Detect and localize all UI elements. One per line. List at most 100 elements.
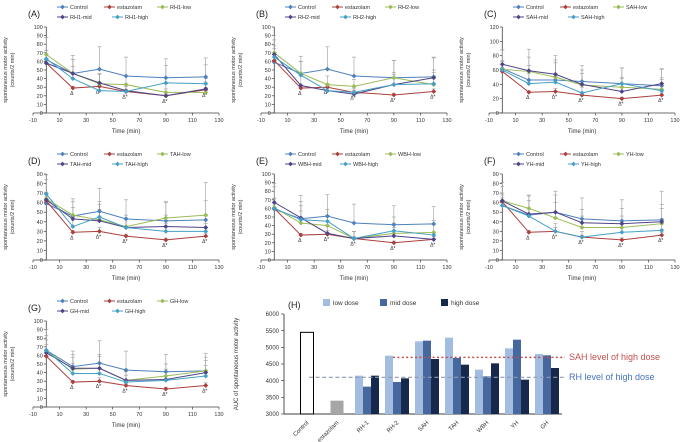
x-tick-label: 10 — [57, 265, 63, 271]
y-axis-title-line1: spontaneous motor activity — [3, 331, 9, 397]
x-axis-title: Time (min) — [112, 129, 140, 135]
x-tick-label: 10 — [285, 265, 291, 271]
data-point-marker — [96, 218, 102, 224]
data-point-marker — [324, 213, 330, 219]
data-point-marker — [123, 224, 129, 231]
significance-marker: Δ — [526, 95, 530, 101]
data-point-marker — [391, 82, 397, 88]
bar-sah-high — [431, 359, 439, 414]
x-category-label: SAH — [417, 420, 430, 433]
series-line-tah-mid — [45, 199, 206, 229]
data-point-marker — [163, 75, 169, 81]
data-point-marker — [203, 212, 209, 218]
significance-marker: Δ — [298, 238, 302, 244]
data-point-marker — [43, 191, 49, 197]
x-tick-label: 130 — [670, 265, 679, 271]
bar-chart-panel-h: (H) low dose mid dose high dose 3000 3500 4000… — [234, 299, 660, 442]
y-tick-label: 70 — [37, 51, 43, 57]
legend-marker — [571, 161, 576, 167]
bar-wbh-high — [491, 363, 499, 414]
data-point-marker — [163, 237, 169, 243]
data-point-marker — [163, 377, 169, 383]
bar-sah-mid — [423, 340, 431, 414]
y-axis-title-line2: (counts/2 min) — [10, 346, 16, 381]
legend-marker — [335, 4, 340, 10]
legend-marker — [60, 14, 65, 20]
y-tick-label: 40 — [265, 77, 271, 83]
significance-marker: Δ* — [552, 234, 557, 240]
significance-marker: Δ — [70, 385, 74, 391]
y-axis-title-line2: (counts/2 min) — [238, 52, 244, 87]
data-point-marker — [619, 81, 625, 87]
x-tick-label: 10 — [285, 118, 291, 124]
x-tick-label: 130 — [214, 265, 223, 271]
y-axis-title-line1: spontaneous motor activity — [231, 184, 237, 250]
data-point-marker — [123, 379, 129, 385]
y-tick-label: 50 — [37, 362, 43, 368]
data-point-marker — [298, 85, 304, 91]
data-point-marker — [70, 370, 76, 377]
data-point-marker — [526, 68, 532, 74]
x-axis-title: Time (min) — [112, 423, 140, 429]
significance-marker: Δ* — [430, 242, 435, 248]
data-point-marker — [552, 88, 558, 95]
y-tick-label: 70 — [493, 191, 499, 197]
y-tick-label: 50 — [265, 68, 271, 74]
x-tick-label: 90 — [619, 118, 625, 124]
x-tick-label: 70 — [592, 265, 598, 271]
y-axis-title-line1: spontaneous motor activity — [3, 184, 9, 250]
y-tick-label: 20 — [265, 241, 271, 247]
bar-sah-low — [415, 341, 423, 414]
line-chart-panel-b: (B) Control estazolam RH2-low RH2-mid RH2-hig… — [231, 4, 452, 135]
figure-row-3: (G) Control estazolam GH-low GH-mid GH-high -1… — [0, 294, 685, 442]
data-point-marker — [391, 92, 397, 98]
data-point-marker — [70, 229, 76, 235]
x-category-label: TAH — [448, 420, 460, 432]
y-axis-title-line2: (counts/2 min) — [10, 199, 16, 234]
line-chart-panel-c: (C) Control estazolam SAH-low SAH-mid SAH-hig… — [459, 4, 680, 135]
y-tick-label: 50 — [493, 210, 499, 216]
y-tick-label: 40 — [493, 82, 499, 88]
significance-marker: Δ* — [202, 93, 207, 99]
x-tick-label: 90 — [163, 118, 169, 124]
y-tick-label: 60 — [265, 59, 271, 65]
series-line-rh1-mid — [46, 62, 206, 97]
x-tick-label: 50 — [338, 265, 344, 271]
data-point-marker — [431, 75, 437, 81]
significance-marker: Δ* — [578, 98, 583, 104]
figure-row-1: (A) Control estazolam RH1-low RH1-mid RH1-hig… — [0, 0, 685, 147]
data-point-marker — [123, 88, 129, 95]
x-category-label: WBH — [476, 420, 490, 434]
y-tick-label: 6000 — [266, 312, 280, 318]
legend-label: mid dose — [390, 300, 417, 307]
y-tick-label: 40 — [37, 77, 43, 83]
y-tick-label: 60 — [37, 201, 43, 207]
legend-marker — [616, 151, 621, 157]
series-line-control — [502, 205, 662, 222]
y-tick-label: 20 — [493, 239, 499, 245]
y-tick-label: 70 — [37, 191, 43, 197]
x-axis-title: Time (min) — [340, 276, 368, 282]
data-point-marker — [123, 382, 129, 389]
data-point-marker — [619, 96, 625, 102]
data-point-marker — [552, 215, 558, 221]
y-tick-label: 50 — [37, 68, 43, 74]
data-point-marker — [324, 230, 330, 236]
legend-label: Control — [70, 299, 88, 305]
x-tick-label: 70 — [364, 265, 370, 271]
y-tick-label: 80 — [37, 42, 43, 48]
bar-rh-1-mid — [363, 386, 371, 414]
bar-gh-high — [551, 368, 559, 414]
y-tick-label: 60 — [37, 353, 43, 359]
x-tick-label: 70 — [364, 118, 370, 124]
y-tick-label: 0 — [268, 111, 271, 117]
x-category-label: GH — [540, 420, 551, 431]
y-tick-label: 0 — [268, 258, 271, 264]
significance-marker: Δ — [526, 235, 530, 241]
legend-marker — [107, 4, 112, 10]
significance-marker: Δ* — [350, 242, 355, 248]
series-line-wbh-mid — [274, 201, 434, 240]
data-point-marker — [271, 199, 277, 205]
x-tick-label: 30 — [539, 118, 545, 124]
